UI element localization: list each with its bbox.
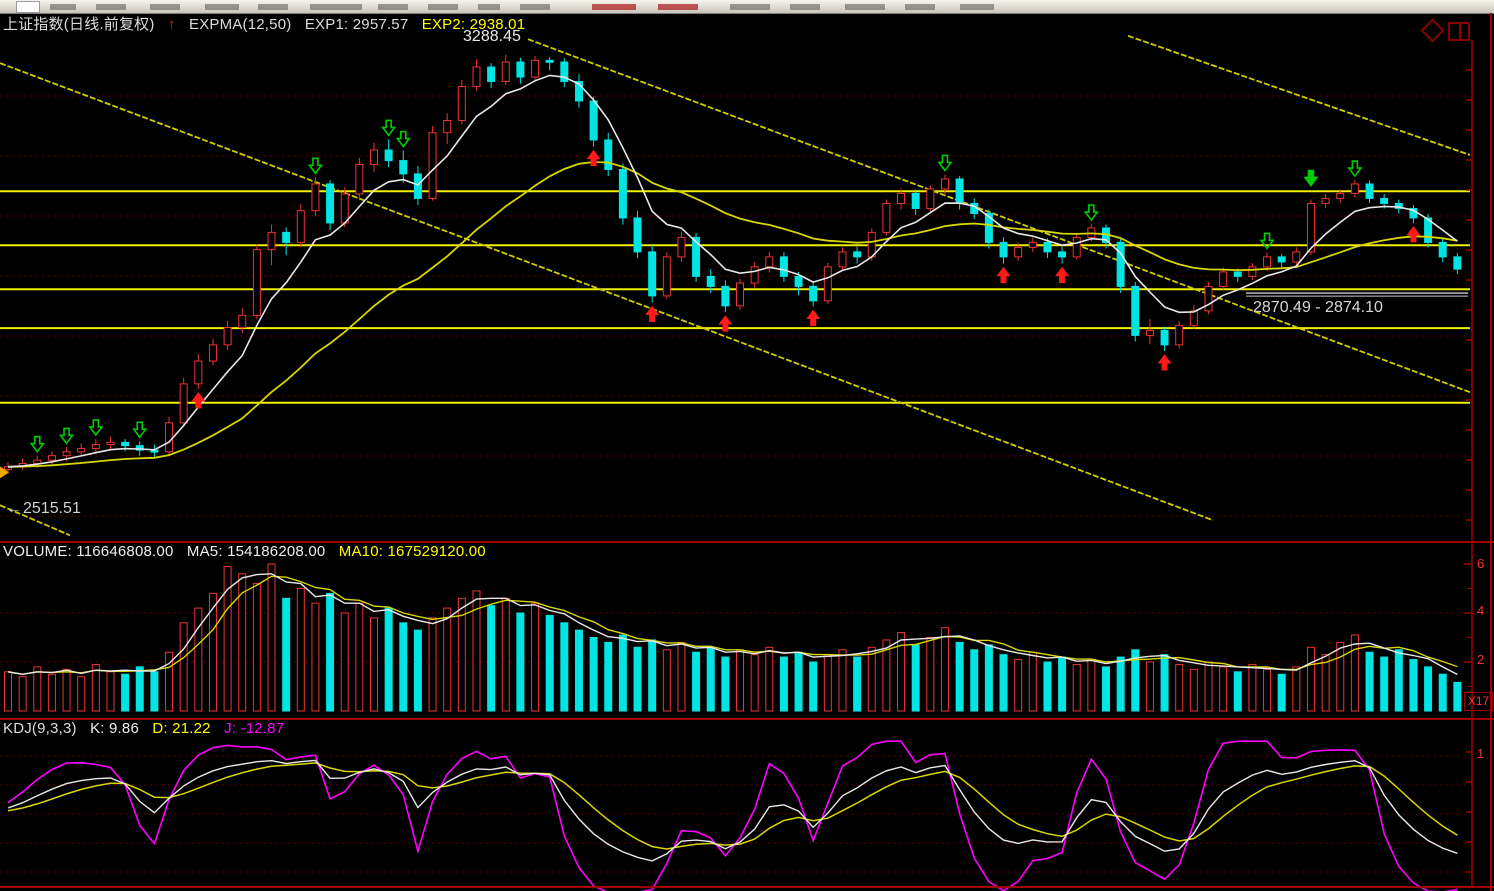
kdj-axis-tick-100: 1 — [1477, 746, 1485, 761]
peak-price-label: 3288.45 — [463, 27, 521, 45]
toolbar-logo-stub[interactable] — [16, 1, 40, 13]
toolbar-menu-stub[interactable] — [845, 4, 885, 10]
kdj-k-value: K: 9.86 — [90, 720, 140, 737]
toolbar-menu-stub[interactable] — [310, 4, 362, 10]
volume-ma5-value: MA5: 154186208.00 — [186, 543, 326, 560]
expma-indicator-label[interactable]: EXPMA(12,50) — [189, 16, 292, 33]
volume-pane-header: VOLUME: 116646808.00 MA5: 154186208.00 M… — [3, 543, 495, 560]
kdj-pane-header: KDJ(9,3,3) K: 9.86 D: 21.22 J: -12.87 — [3, 720, 293, 737]
toolbar-menu-stub[interactable] — [428, 4, 458, 10]
top-toolbar-cropped[interactable] — [0, 0, 1494, 14]
toolbar-quote-stub — [592, 4, 636, 10]
volume-ma10-value: MA10: 167529120.00 — [338, 543, 486, 560]
toolbar-menu-stub[interactable] — [960, 4, 994, 10]
toolbar-menu-stub[interactable] — [150, 4, 180, 10]
toolbar-menu-stub[interactable] — [50, 4, 76, 10]
symbol-title: 上证指数(日线.前复权) — [3, 16, 155, 33]
toolbar-quote-stub — [658, 4, 698, 10]
toolbar-menu-stub[interactable] — [520, 4, 550, 10]
up-arrow-icon: ↑ — [167, 16, 176, 33]
toolbar-menu-stub[interactable] — [790, 4, 820, 10]
toolbar-menu-stub[interactable] — [905, 4, 935, 10]
kdj-d-value: D: 21.22 — [152, 720, 211, 737]
toolbar-menu-stub[interactable] — [96, 4, 126, 10]
volume-axis-tick-6: 6 — [1477, 556, 1485, 571]
exp1-value: EXP1: 2957.57 — [304, 16, 409, 33]
volume-axis-tick-4: 4 — [1477, 603, 1485, 618]
volume-scale-badge: X17 — [1464, 692, 1493, 711]
trough-price-label: 2515.51 — [6, 500, 81, 518]
exp2-value: EXP2: 2938.01 — [421, 16, 526, 33]
kdj-indicator-label[interactable]: KDJ(9,3,3) — [3, 720, 77, 737]
window-pane-icon[interactable] — [1448, 22, 1470, 41]
toolbar-menu-stub[interactable] — [258, 4, 288, 10]
main-chart-header: 上证指数(日线.前复权) ↑ EXPMA(12,50) EXP1: 2957.5… — [3, 13, 534, 34]
range-price-label: 2870.49 - 2874.10 — [1253, 298, 1383, 316]
toolbar-menu-stub[interactable] — [730, 4, 770, 10]
toolbar-menu-stub[interactable] — [378, 4, 408, 10]
toolbar-menu-stub[interactable] — [478, 4, 500, 10]
volume-value[interactable]: VOLUME: 116646808.00 — [3, 543, 174, 560]
kdj-j-value: J: -12.87 — [224, 720, 285, 737]
toolbar-menu-stub[interactable] — [205, 4, 239, 10]
volume-axis-tick-2: 2 — [1477, 652, 1485, 667]
